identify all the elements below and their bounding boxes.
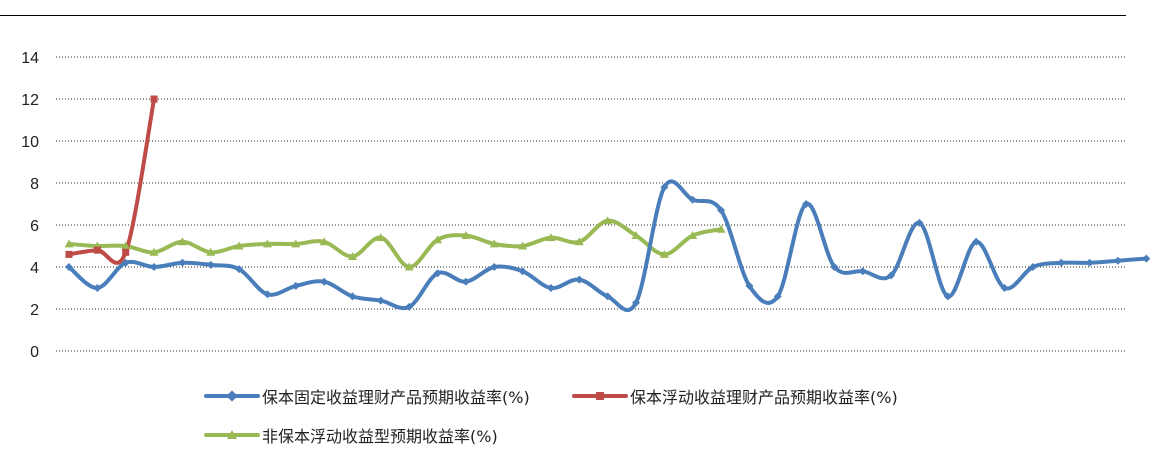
legend-marker-triangle-icon (227, 430, 237, 439)
data-point-series-1 (121, 258, 130, 267)
data-point-series-1 (915, 218, 924, 227)
data-point-series-1 (688, 195, 697, 204)
data-point-series-1 (405, 302, 414, 311)
data-point-series-1 (178, 258, 187, 267)
legend-item-series-2: 保本浮动收益理财产品预期收益率(%) (572, 384, 898, 408)
data-point-series-1 (348, 292, 357, 301)
data-point-series-1 (717, 206, 726, 215)
y-tick-label: 12 (21, 92, 39, 109)
data-point-series-3 (546, 233, 556, 242)
legend-swatch-series-2 (572, 388, 628, 404)
data-point-series-1 (461, 277, 470, 286)
y-tick-label: 6 (30, 218, 39, 235)
data-point-series-2 (150, 95, 158, 103)
data-point-series-3 (659, 249, 669, 258)
data-point-series-1 (1142, 254, 1151, 263)
data-point-series-1 (1000, 284, 1009, 292)
y-tick-label: 4 (30, 260, 39, 277)
legend-swatch-series-3 (204, 427, 260, 443)
legend-swatch-series-1 (204, 388, 260, 404)
y-tick-label: 8 (30, 176, 39, 193)
data-point-series-3 (348, 252, 357, 260)
data-point-series-3 (688, 231, 698, 239)
legend-marker-square-icon (596, 392, 604, 400)
grid-lines (56, 56, 1126, 352)
y-tick-label: 0 (30, 344, 39, 361)
data-point-series-1 (320, 277, 329, 286)
data-point-series-3 (404, 262, 414, 271)
data-point-series-1 (887, 271, 896, 280)
data-point-series-1 (291, 281, 300, 290)
data-point-series-1 (206, 260, 215, 269)
data-point-series-3 (234, 241, 244, 250)
data-point-series-3 (319, 237, 329, 246)
data-point-series-3 (433, 235, 443, 244)
data-point-series-3 (64, 239, 74, 248)
series-line-2 (67, 97, 157, 265)
data-point-series-1 (802, 200, 811, 208)
data-point-series-3 (574, 237, 584, 246)
legend-marker-diamond-icon (226, 390, 238, 402)
data-point-series-1 (93, 284, 102, 292)
y-tick-label: 2 (30, 302, 39, 319)
data-point-series-1 (150, 263, 159, 271)
data-point-series-1 (1028, 263, 1037, 271)
data-point-series-1 (943, 292, 952, 301)
data-point-series-1 (546, 284, 555, 292)
data-point-series-1 (433, 269, 442, 278)
series-markers (64, 95, 1151, 311)
data-point-series-3 (716, 224, 726, 233)
data-point-series-1 (263, 290, 272, 299)
data-point-series-1 (575, 275, 584, 284)
data-point-series-1 (235, 265, 244, 274)
data-point-series-1 (745, 281, 754, 290)
data-point-series-3 (603, 216, 613, 225)
series-line-3 (67, 218, 724, 269)
data-point-series-3 (518, 241, 528, 250)
data-point-series-3 (489, 239, 499, 248)
data-point-series-3 (631, 231, 641, 239)
data-point-series-3 (121, 241, 131, 250)
series-line-1 (67, 179, 1149, 312)
data-point-series-3 (461, 231, 471, 239)
data-point-series-1 (376, 296, 385, 305)
data-point-series-1 (65, 263, 73, 271)
data-point-series-1 (1113, 256, 1122, 265)
legend-label-series-2: 保本浮动收益理财产品预期收益率(%) (630, 388, 898, 407)
legend-item-series-1: 保本固定收益理财产品预期收益率(%) (204, 384, 530, 408)
data-point-series-1 (773, 292, 782, 301)
series-lines (67, 97, 1149, 312)
data-point-series-3 (262, 239, 272, 248)
data-point-series-1 (1057, 258, 1066, 267)
data-point-series-1 (830, 263, 839, 271)
data-point-series-3 (376, 233, 386, 242)
legend-label-series-3: 非保本浮动收益型预期收益率(%) (262, 427, 498, 446)
data-point-series-1 (490, 263, 499, 271)
data-point-series-1 (972, 237, 981, 246)
y-tick-label: 10 (21, 134, 39, 151)
data-point-series-2 (93, 246, 101, 254)
y-axis-ticks: 0 2 4 6 8 10 12 14 (21, 50, 39, 361)
data-point-series-1 (660, 183, 669, 192)
data-point-series-2 (122, 248, 130, 256)
data-point-series-3 (291, 239, 301, 248)
data-point-series-1 (1085, 258, 1094, 267)
data-point-series-2 (65, 250, 73, 258)
legend-label-series-1: 保本固定收益理财产品预期收益率(%) (262, 388, 530, 407)
data-point-series-3 (177, 237, 187, 246)
data-point-series-1 (632, 298, 640, 307)
top-border-line (0, 15, 1126, 16)
y-tick-label: 14 (21, 50, 39, 67)
data-point-series-1 (518, 267, 527, 276)
data-point-series-1 (603, 292, 612, 301)
data-point-series-3 (149, 247, 159, 256)
legend-item-series-3: 非保本浮动收益型预期收益率(%) (204, 423, 498, 447)
data-point-series-1 (858, 267, 867, 276)
data-point-series-3 (206, 247, 216, 256)
